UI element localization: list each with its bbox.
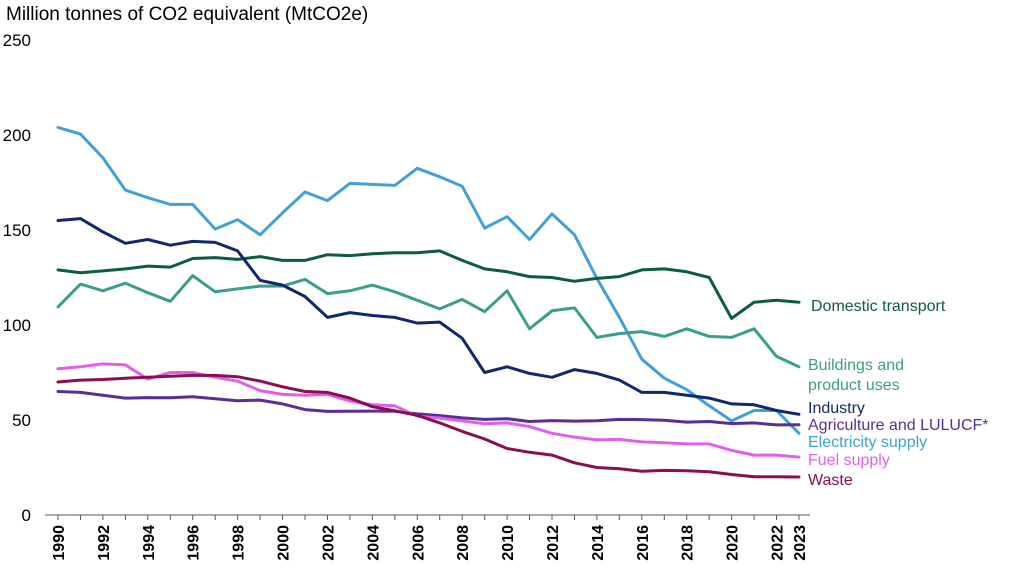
y-tick-label: 0 bbox=[22, 506, 31, 525]
x-tick-label: 2016 bbox=[635, 525, 652, 561]
x-tick-label: 2004 bbox=[365, 525, 382, 561]
series-label-domestic-transport: Domestic transport bbox=[811, 298, 946, 315]
x-tick-label: 1998 bbox=[231, 525, 248, 561]
x-tick-label: 2020 bbox=[725, 525, 742, 561]
series-line-electricity-supply bbox=[56, 125, 801, 435]
series-label-buildings-and-product-uses: Buildings and product uses bbox=[808, 357, 904, 394]
series-line-buildings-and-product-uses bbox=[56, 274, 801, 369]
series-line-fuel-supply bbox=[56, 362, 801, 459]
y-tick-label: 150 bbox=[3, 221, 31, 240]
x-tick-label: 2012 bbox=[545, 525, 562, 561]
x-tick-label: 1996 bbox=[186, 525, 203, 561]
series-labels: Electricity supply Domestic transport Buil… bbox=[808, 298, 989, 489]
series-label-fuel-supply: Fuel supply bbox=[808, 452, 890, 469]
x-tick-label: 2018 bbox=[680, 525, 697, 561]
x-tick-label: 1994 bbox=[141, 525, 158, 561]
y-tick-label: 250 bbox=[3, 31, 31, 50]
y-axis-unit-title: Million tonnes of CO2 equivalent (MtCO2e… bbox=[6, 4, 369, 25]
y-axis: 0 50 100 150 200 250 bbox=[3, 31, 31, 525]
x-tick-label: 2002 bbox=[320, 525, 337, 561]
x-tick-label: 2022 bbox=[770, 525, 787, 561]
series-label-waste: Waste bbox=[808, 472, 853, 489]
series-label-industry: Industry bbox=[808, 400, 865, 417]
x-tick-label: 2008 bbox=[455, 525, 472, 561]
series-label-agriculture-and-lulucf: Agriculture and LULUCF* bbox=[808, 417, 989, 434]
series-label-electricity-supply: Electricity supply bbox=[808, 434, 927, 451]
y-tick-label: 50 bbox=[12, 411, 31, 430]
series-line-industry bbox=[56, 217, 801, 416]
series-line-domestic-transport bbox=[56, 249, 801, 320]
x-tick-label: 2006 bbox=[410, 525, 427, 561]
y-tick-label: 200 bbox=[3, 126, 31, 145]
x-tick-label: 1990 bbox=[51, 525, 68, 561]
series-line-agriculture-and-lulucf bbox=[56, 390, 801, 427]
series-lines bbox=[56, 125, 801, 479]
x-tick-label: 2010 bbox=[500, 525, 517, 561]
x-tick-label: 1992 bbox=[96, 525, 113, 561]
x-tick-label: 2023 bbox=[792, 525, 809, 561]
x-axis: 1990 1992 1994 1996 1998 2000 2002 2004 2006 2008… bbox=[45, 514, 810, 561]
x-tick-label: 2000 bbox=[276, 525, 293, 561]
y-tick-label: 100 bbox=[3, 316, 31, 335]
x-tick-label: 2014 bbox=[590, 525, 607, 561]
series-line-waste bbox=[56, 373, 801, 479]
